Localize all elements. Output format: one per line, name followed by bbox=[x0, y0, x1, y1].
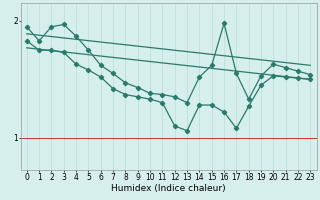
X-axis label: Humidex (Indice chaleur): Humidex (Indice chaleur) bbox=[111, 184, 226, 193]
